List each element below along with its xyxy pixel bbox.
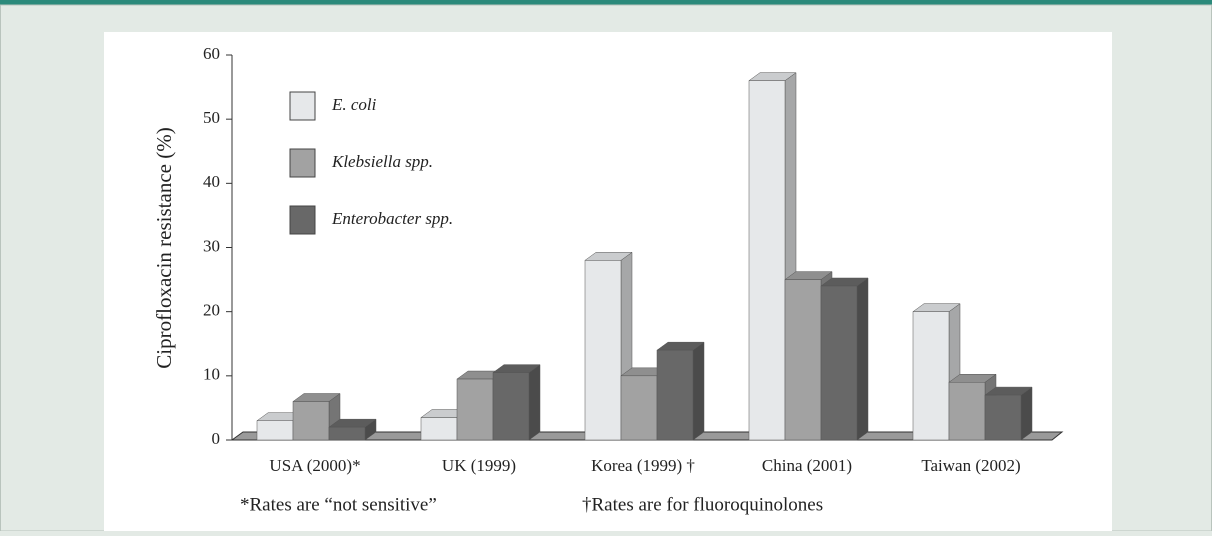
bar [492,372,530,441]
legend-swatch [289,205,316,235]
y-tick-label: 40 [203,172,220,191]
bar [784,279,822,441]
y-tick-label: 20 [203,301,220,320]
x-tick-label: China (2001) [762,456,852,475]
bar [620,375,658,441]
legend-label: E. coli [331,95,377,114]
top-border [0,0,1212,5]
bar [328,426,366,441]
x-tick-label: Taiwan (2002) [921,456,1020,475]
y-tick-label: 10 [203,365,220,384]
y-tick-label: 50 [203,108,220,127]
y-tick-label: 0 [212,429,221,448]
bar [948,382,986,441]
bar-side [692,341,705,441]
bar [912,311,950,441]
legend-label: Klebsiella spp. [331,152,433,171]
legend-swatch [289,148,316,178]
y-tick-label: 60 [203,44,220,63]
bar [420,417,458,441]
footnote: *Rates are “not sensitive” [240,494,437,515]
bar [584,260,622,441]
x-tick-label: USA (2000)* [269,456,360,475]
bar [984,394,1022,441]
legend-label: Enterobacter spp. [331,209,453,228]
bar [256,420,294,441]
x-tick-label: Korea (1999) † [591,456,695,475]
bar-side [1020,386,1033,441]
bar [656,349,694,441]
y-tick-label: 30 [203,236,220,255]
bar-side [856,277,869,441]
legend-swatch [289,91,316,121]
bar [456,378,494,441]
x-tick-label: UK (1999) [442,456,516,475]
footnote: †Rates are for fluoroquinolones [582,494,823,515]
bar-side [528,364,541,441]
bar [292,401,330,441]
bar [748,80,786,441]
y-axis-label: Ciprofloxacin resistance (%) [152,127,176,368]
bar [820,285,858,441]
